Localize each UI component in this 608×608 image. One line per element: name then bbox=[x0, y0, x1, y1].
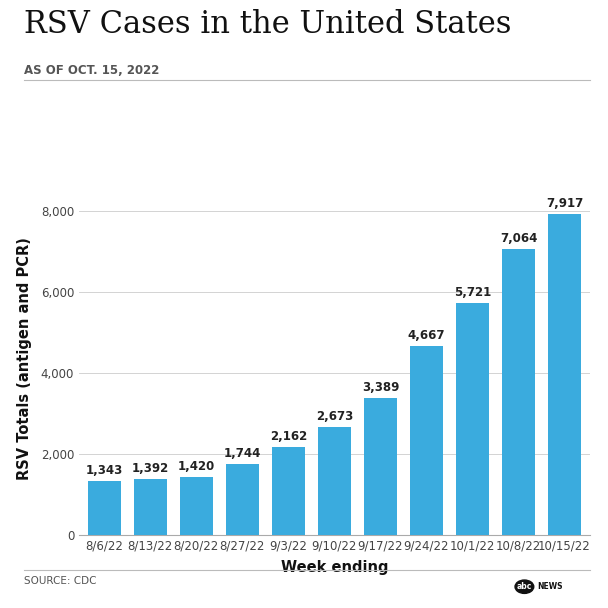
Circle shape bbox=[515, 580, 534, 593]
Text: 1,420: 1,420 bbox=[178, 460, 215, 474]
Bar bbox=[180, 477, 213, 535]
Text: 1,343: 1,343 bbox=[86, 463, 123, 477]
Bar bbox=[134, 478, 167, 535]
Text: 1,392: 1,392 bbox=[132, 461, 169, 475]
Bar bbox=[318, 427, 351, 535]
Text: SOURCE: CDC: SOURCE: CDC bbox=[24, 576, 97, 586]
Bar bbox=[364, 398, 397, 535]
Bar bbox=[548, 214, 581, 535]
Text: 7,917: 7,917 bbox=[546, 197, 583, 210]
Text: 2,162: 2,162 bbox=[270, 430, 307, 443]
Text: 3,389: 3,389 bbox=[362, 381, 399, 393]
Text: AS OF OCT. 15, 2022: AS OF OCT. 15, 2022 bbox=[24, 64, 160, 77]
Y-axis label: RSV Totals (antigen and PCR): RSV Totals (antigen and PCR) bbox=[18, 237, 32, 480]
X-axis label: Week ending: Week ending bbox=[281, 560, 388, 575]
Text: abc: abc bbox=[517, 582, 532, 591]
Text: 5,721: 5,721 bbox=[454, 286, 491, 299]
Bar bbox=[272, 447, 305, 535]
Bar bbox=[502, 249, 535, 535]
Bar bbox=[226, 465, 259, 535]
Bar bbox=[410, 346, 443, 535]
Bar bbox=[88, 480, 121, 535]
Text: 4,667: 4,667 bbox=[408, 329, 445, 342]
Bar bbox=[456, 303, 489, 535]
Text: 1,744: 1,744 bbox=[224, 447, 261, 460]
Text: RSV Cases in the United States: RSV Cases in the United States bbox=[24, 9, 512, 40]
Text: 2,673: 2,673 bbox=[316, 410, 353, 423]
Text: 7,064: 7,064 bbox=[500, 232, 537, 244]
Text: NEWS: NEWS bbox=[537, 582, 562, 591]
